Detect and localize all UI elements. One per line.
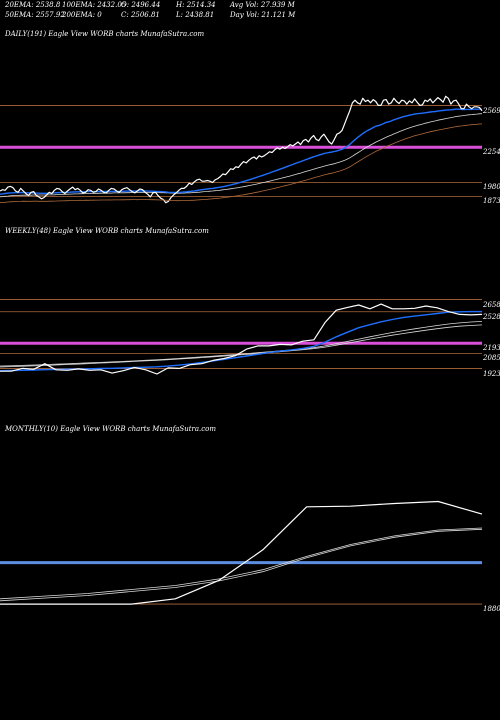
header-avg-vol: Avg Vol: 27.939 M xyxy=(230,1,295,9)
daily-panel-title: DAILY(191) Eagle View WORB charts Munafa… xyxy=(5,30,205,38)
level-label: 2085 xyxy=(483,354,500,363)
ema-series-line xyxy=(0,528,483,602)
monthly-panel-title: MONTHLY(10) Eagle View WORB charts Munaf… xyxy=(5,425,217,433)
ema-series-line xyxy=(0,324,483,368)
level-label: 1980 xyxy=(483,183,500,192)
level-label: 1873 xyxy=(483,197,500,206)
price-series-line xyxy=(0,95,483,204)
header-low: L: 2438.81 xyxy=(176,11,215,19)
header-ema50: 50EMA: 2557.92 xyxy=(5,11,65,19)
slow-ma-line xyxy=(0,123,483,204)
ema-series-line xyxy=(0,527,483,600)
ema-series-line xyxy=(0,108,482,195)
price-series-line xyxy=(0,303,483,375)
level-label: 1880 xyxy=(483,605,500,614)
header-ema200: 200EMA: 0 xyxy=(62,11,102,19)
level-label: 2193 xyxy=(483,344,500,353)
price-series-line xyxy=(0,500,483,605)
level-label: 1923 xyxy=(483,369,500,378)
header-day-vol: Day Vol: 21.121 M xyxy=(230,11,296,19)
header-close: C: 2506.81 xyxy=(121,11,160,19)
header-high: H: 2514.34 xyxy=(176,1,216,9)
ema-series-line xyxy=(0,113,483,198)
header-open: O: 2496.44 xyxy=(121,1,161,9)
level-label: 2658 xyxy=(483,300,500,309)
header-ema100: 100EMA: 2432.05 xyxy=(62,1,127,9)
weekly-panel-title: WEEKLY(48) Eagle View WORB charts Munafa… xyxy=(5,227,209,235)
ema-series-line xyxy=(0,321,483,367)
header-ema20: 20EMA: 2538.8 xyxy=(5,1,61,9)
level-label: 2528 xyxy=(483,312,500,321)
ema-series-line xyxy=(0,310,482,372)
level-label: 2254 xyxy=(483,147,500,156)
level-label: 2569 xyxy=(483,106,500,115)
